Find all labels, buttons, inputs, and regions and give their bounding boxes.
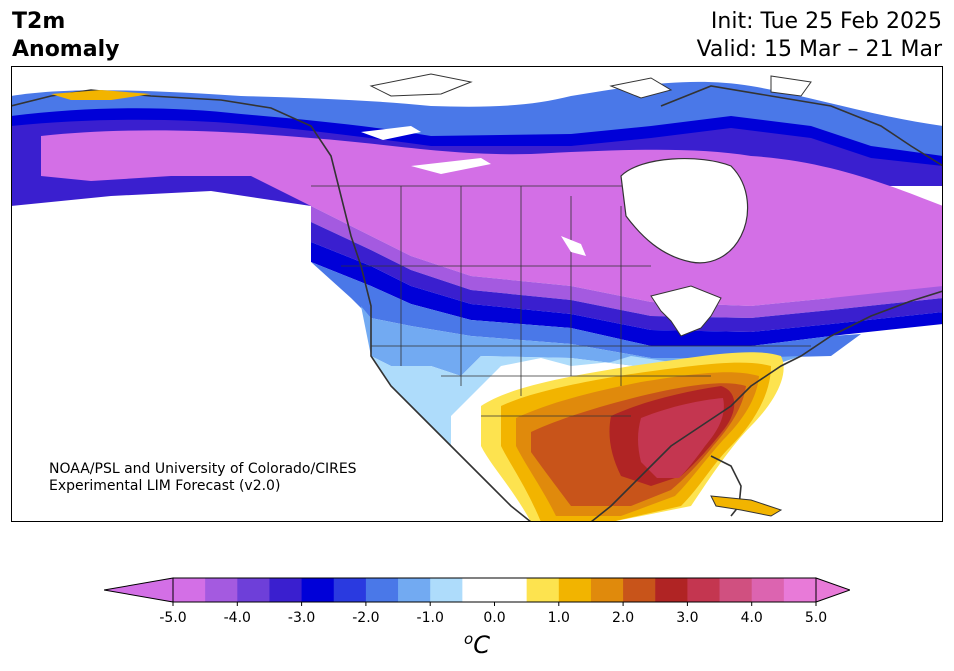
state-borders <box>311 185 811 417</box>
colorbar-segment <box>237 578 270 602</box>
map-title: T2m Anomaly <box>12 8 119 64</box>
colorbar-under-arrow <box>104 577 174 603</box>
colorbar-tick-label: -4.0 <box>224 610 251 626</box>
colorbar-segment <box>751 578 785 602</box>
colorbar-segment <box>719 578 753 602</box>
units-label: oC <box>464 630 490 659</box>
colorbar-segment <box>365 578 399 602</box>
colorbar-segment <box>590 578 624 602</box>
colorbar-tick-label: 4.0 <box>741 610 763 626</box>
colorbar-segment <box>430 578 463 602</box>
colorbar-segment <box>623 578 656 602</box>
cuba <box>710 495 783 517</box>
inland-lake-2 <box>361 126 421 140</box>
colorbar-segment <box>687 578 721 602</box>
colorbar-segment <box>655 578 688 602</box>
colorbar-segment <box>269 578 303 602</box>
colorbar-tick-label: 5.0 <box>805 610 827 626</box>
anomaly-map <box>11 66 943 522</box>
inland-lake-3 <box>561 236 586 256</box>
colorbar-over-arrow <box>815 577 850 603</box>
region-pale-blue <box>371 356 711 446</box>
colorbar-segment <box>558 578 592 602</box>
colorbar-segment <box>783 578 817 602</box>
colorbar-tick-label: 1.0 <box>548 610 570 626</box>
colorbar-segment <box>301 578 335 602</box>
colorbar-segments <box>104 577 850 603</box>
colorbar-segment <box>205 578 238 602</box>
colorbar-segment <box>173 578 206 602</box>
colorbar-tick-label: 2.0 <box>612 610 634 626</box>
init-date: Init: Tue 25 Feb 2025 <box>710 9 942 34</box>
colorbar-tick-label: -5.0 <box>159 610 186 626</box>
credit-text: NOAA/PSL and University of Colorado/CIRE… <box>49 461 357 495</box>
alaska-warm-patch <box>51 90 151 100</box>
colorbar-ticks: -5.0 -4.0 -3.0 -2.0 -1.0 0.0 1.0 2.0 3.0 4.0 5.0 <box>159 602 827 626</box>
coastline <box>11 85 943 522</box>
colorbar-segment <box>462 578 495 602</box>
colorbar-tick-label: 0.0 <box>483 610 505 626</box>
colorbar-segment <box>494 578 528 602</box>
units-superscript: o <box>464 630 474 648</box>
title-line-2: Anomaly <box>12 37 120 62</box>
colorbar-tick-label: -1.0 <box>417 610 444 626</box>
colorbar-tick-label: 3.0 <box>676 610 698 626</box>
credit-line-2: Experimental LIM Forecast (v2.0) <box>49 478 281 494</box>
region-mid-blue <box>311 262 861 358</box>
colorbar: -5.0 -4.0 -3.0 -2.0 -1.0 0.0 1.0 2.0 3.0 4.0 5.0 <box>104 577 850 626</box>
credit-line-1: NOAA/PSL and University of Colorado/CIRE… <box>49 461 357 477</box>
colorbar-tick-label: -2.0 <box>352 610 379 626</box>
region-blue-edge <box>311 242 943 346</box>
colorbar-tick-label: -3.0 <box>288 610 315 626</box>
forecast-dates: Init: Tue 25 Feb 2025 Valid: 15 Mar – 21… <box>697 8 942 64</box>
colorbar-segment <box>333 578 367 602</box>
hudson-bay <box>620 158 749 264</box>
colorbar-segment <box>398 578 431 602</box>
great-lakes <box>650 285 722 337</box>
map-frame <box>11 66 943 522</box>
arctic-islands <box>369 73 812 99</box>
valid-date: Valid: 15 Mar – 21 Mar <box>696 37 942 62</box>
title-line-1: T2m <box>12 9 66 34</box>
colorbar-segment <box>526 578 560 602</box>
units-letter: C <box>473 631 490 659</box>
inland-lake <box>411 158 491 174</box>
